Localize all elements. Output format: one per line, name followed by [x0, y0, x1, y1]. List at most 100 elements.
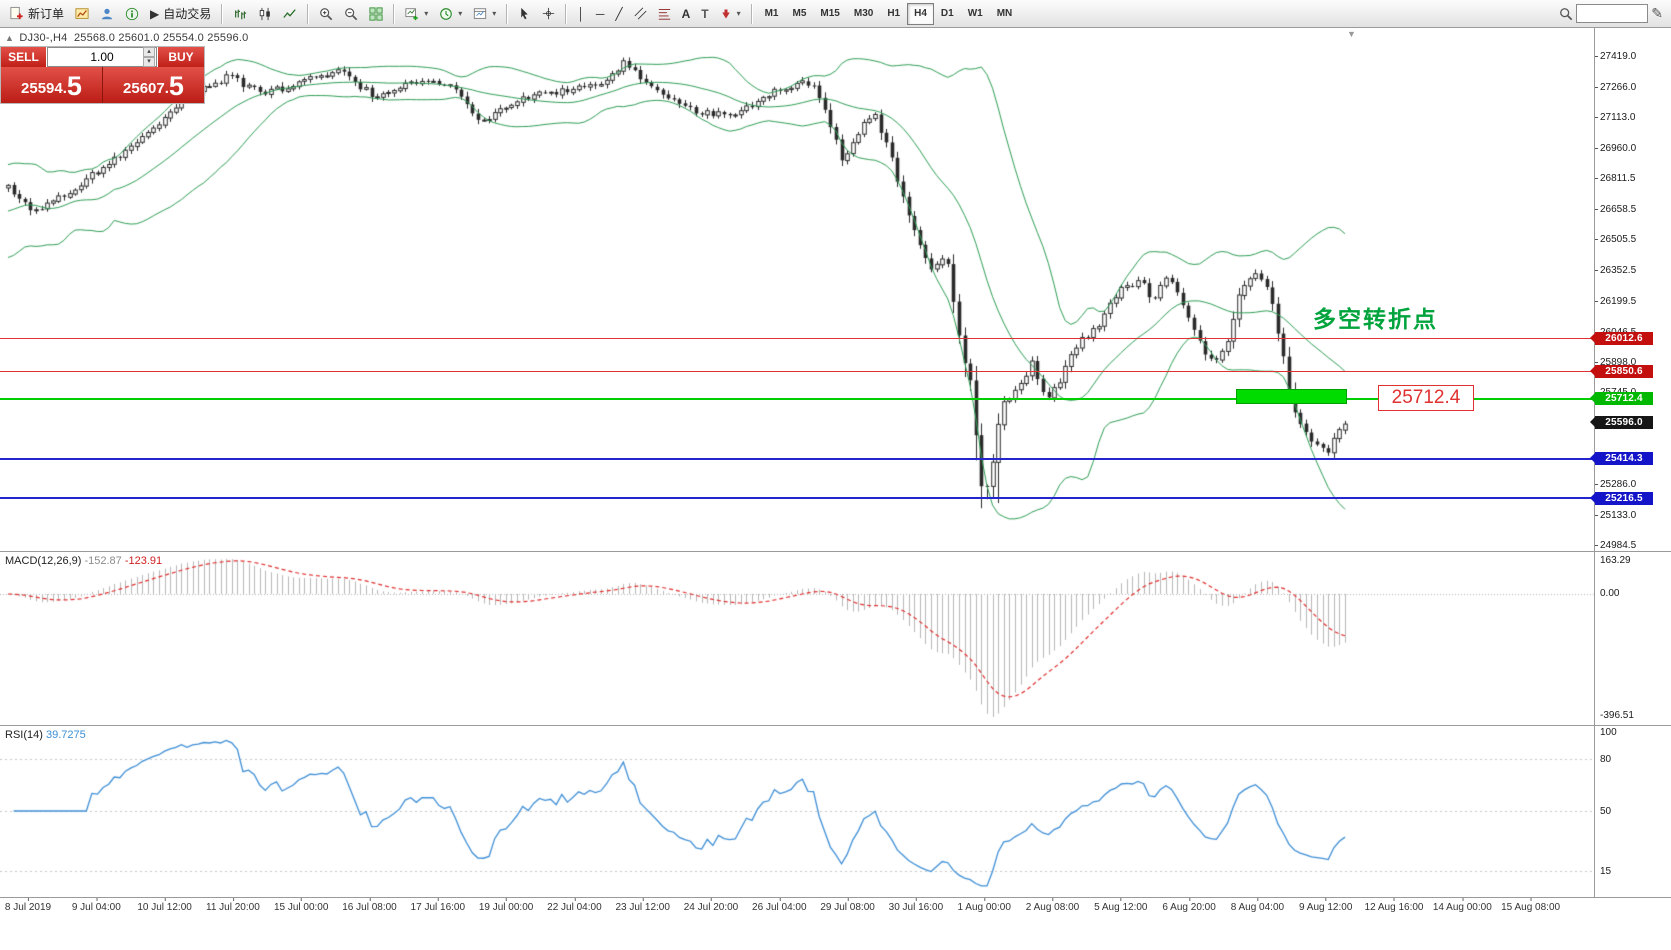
price-axis-label: 24984.5 — [1594, 540, 1666, 551]
cursor-icon — [521, 7, 529, 20]
timeframe-w1-button[interactable]: W1 — [967, 8, 983, 19]
horizontal-line-icon: ─ — [595, 6, 605, 21]
candlestick-chart-button[interactable] — [253, 2, 277, 26]
indicators-button[interactable]: ▾ — [400, 2, 433, 26]
volume-down-button[interactable]: ▾ — [143, 57, 155, 67]
pivot-level-label[interactable]: 25712.4 — [1378, 385, 1474, 411]
macd-axis-bottom: -396.51 — [1600, 710, 1634, 721]
time-axis-label: 14 Aug 00:00 — [1432, 897, 1492, 913]
time-axis-label: 5 Aug 12:00 — [1094, 897, 1148, 913]
timeframe-mn-button[interactable]: MN — [996, 8, 1013, 19]
new-order-button[interactable]: 新订单 — [4, 2, 69, 26]
line-chart-button[interactable] — [278, 2, 302, 26]
fibonacci-tool[interactable] — [653, 2, 676, 26]
panel-separator[interactable] — [0, 725, 1671, 726]
rsi-axis-label: 80 — [1600, 754, 1612, 766]
horizontal-line-tool[interactable]: ─ — [591, 2, 610, 26]
sell-price[interactable]: 25594. 5 — [1, 67, 102, 103]
ohlc-high: 25601.0 — [118, 32, 160, 44]
zoom-in-button[interactable] — [314, 2, 338, 26]
search-input[interactable] — [1576, 4, 1649, 23]
symbol-name: DJ30-,H4 — [19, 32, 68, 44]
bar-chart-button[interactable] — [228, 2, 252, 26]
time-axis-label: 9 Aug 12:00 — [1298, 897, 1353, 913]
price-axis-label: 26658.5 — [1594, 204, 1666, 215]
cursor-tool-button[interactable] — [513, 2, 536, 26]
level-line[interactable] — [0, 397, 1594, 400]
timeframe-m15-button[interactable]: M15 — [820, 8, 840, 19]
time-axis-label: 23 Jul 12:00 — [615, 897, 670, 913]
price-axis-label: 25286.0 — [1594, 479, 1666, 490]
separator — [307, 3, 310, 24]
rsi-label: RSI(14) 39.7275 — [5, 729, 86, 741]
price-tag: 25596.0 — [1590, 415, 1653, 429]
label-tool[interactable]: T — [696, 2, 713, 26]
separator — [393, 3, 396, 24]
up-arrow-icon: ▲ — [5, 33, 15, 43]
search-icon — [1560, 7, 1573, 20]
arrows-tool[interactable]: ▾ — [715, 2, 746, 26]
autotrading-button[interactable]: ▶ 自动交易 — [145, 2, 216, 26]
pencil-icon[interactable]: ✎ — [1651, 5, 1663, 21]
level-line[interactable] — [0, 497, 1594, 500]
charts-button[interactable] — [70, 2, 94, 26]
market-watch-button[interactable] — [95, 2, 119, 26]
time-axis-label: 17 Jul 16:00 — [410, 897, 466, 913]
data-window-button[interactable] — [120, 2, 144, 26]
sell-price-big-digit: 5 — [66, 71, 82, 101]
tile-windows-button[interactable] — [364, 2, 388, 26]
periods-button[interactable]: ▾ — [434, 2, 467, 26]
text-tool[interactable]: A — [677, 2, 696, 26]
pivot-zone-rectangle[interactable] — [1236, 389, 1347, 404]
separator — [221, 3, 224, 24]
price-axis-label: 27113.0 — [1594, 112, 1666, 123]
chart-shift-marker-icon[interactable]: ▼ — [1347, 29, 1356, 39]
price-tag: 25850.6 — [1590, 364, 1653, 378]
buy-price[interactable]: 25607. 5 — [103, 67, 204, 103]
volume-field[interactable]: 1.00 ▴ ▾ — [47, 47, 157, 67]
buy-button[interactable]: BUY — [158, 47, 204, 67]
search-area: ✎ — [1559, 4, 1663, 23]
data-window-icon — [125, 7, 139, 20]
channel-tool[interactable] — [629, 2, 652, 26]
timeframe-m30-button[interactable]: M30 — [853, 8, 874, 19]
volume-up-button[interactable]: ▴ — [143, 47, 155, 57]
level-line[interactable] — [0, 370, 1594, 372]
price-axis-label: 26960.0 — [1594, 143, 1666, 154]
timeframe-d1-button[interactable]: D1 — [940, 8, 954, 19]
buy-price-main: 25607. — [123, 80, 169, 97]
indicators-icon — [405, 7, 418, 20]
time-axis-label: 8 Jul 2019 — [4, 897, 52, 913]
symbol-info: ▲ DJ30-,H4 25568.0 25601.0 25554.0 25596… — [5, 32, 248, 44]
templates-button[interactable]: ▾ — [468, 2, 501, 26]
timeframe-m5-button[interactable]: M5 — [792, 8, 807, 19]
rsi-value: 39.7275 — [45, 729, 86, 741]
price-tag: 25712.4 — [1590, 392, 1653, 406]
time-axis-label: 22 Jul 04:00 — [547, 897, 602, 913]
zoom-out-button[interactable] — [339, 2, 363, 26]
level-line[interactable] — [0, 457, 1594, 460]
sell-button[interactable]: SELL — [1, 47, 46, 67]
time-axis-label: 15 Aug 08:00 — [1501, 897, 1561, 913]
charts-icon — [75, 7, 89, 19]
price-tag: 26012.6 — [1590, 331, 1653, 345]
price-axis-label: 26505.5 — [1594, 234, 1666, 245]
text-icon: A — [681, 6, 691, 21]
price-axis-label: 25898.0 — [1594, 357, 1666, 368]
crosshair-tool-button[interactable] — [537, 2, 560, 26]
vertical-line-tool[interactable]: │ — [572, 2, 590, 26]
buy-price-big-digit: 5 — [168, 71, 184, 101]
macd-main-value: -152.87 — [84, 555, 122, 567]
panel-separator — [0, 897, 1671, 898]
timeframe-m1-button[interactable]: M1 — [764, 8, 779, 19]
level-line[interactable] — [0, 337, 1594, 339]
timeframe-h1-button[interactable]: H1 — [887, 8, 901, 19]
zoom-in-icon — [320, 7, 333, 20]
timeframe-h4-button[interactable]: H4 — [907, 2, 934, 25]
line-chart-icon — [283, 8, 297, 18]
annotation-text[interactable]: 多空转折点 — [1313, 306, 1438, 332]
trendline-tool[interactable]: ╱ — [610, 2, 627, 26]
panel-separator[interactable] — [0, 551, 1671, 552]
